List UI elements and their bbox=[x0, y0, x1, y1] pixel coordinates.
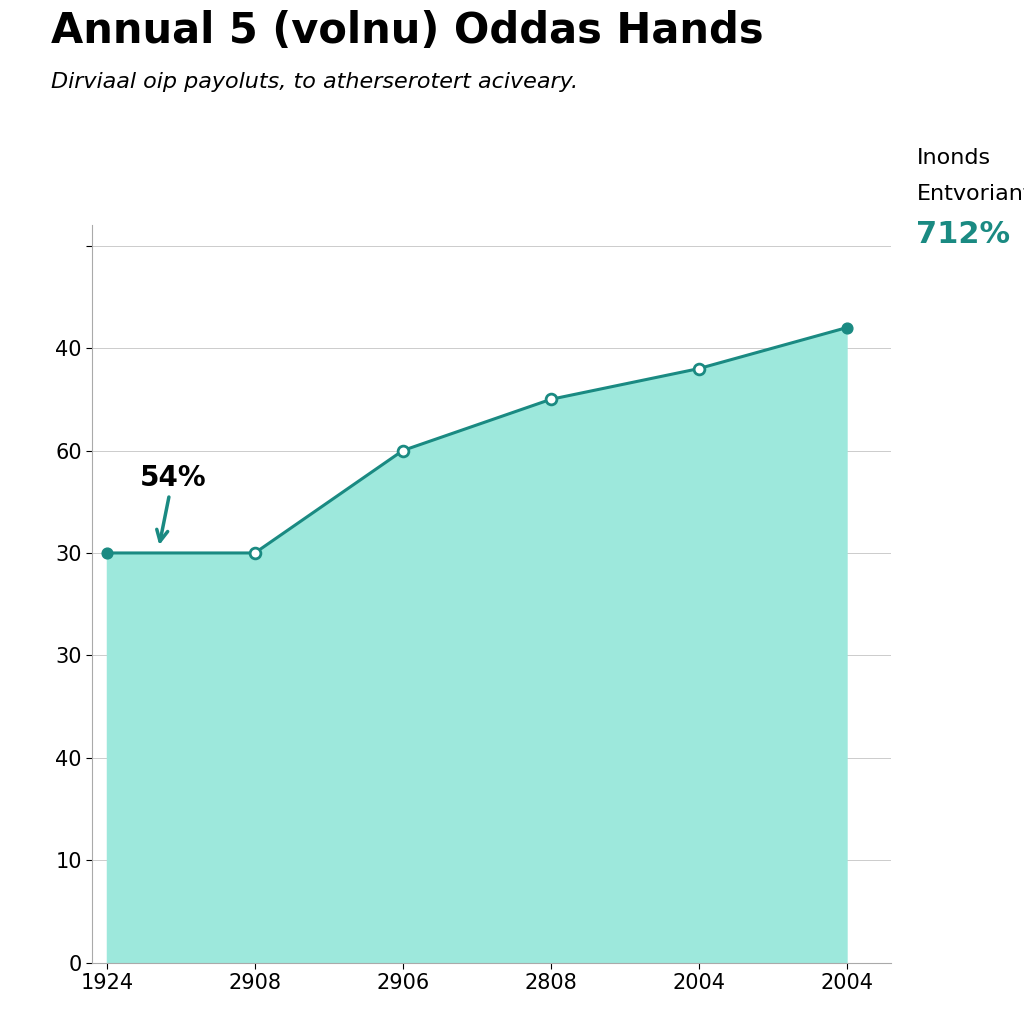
Text: 54%: 54% bbox=[139, 464, 206, 542]
Point bbox=[394, 442, 411, 459]
Text: Dirviaal oip payoluts, to atherserotert aciveary.: Dirviaal oip payoluts, to atherserotert … bbox=[51, 72, 579, 92]
Text: Entvoriantom: Entvoriantom bbox=[916, 184, 1024, 205]
Point bbox=[543, 391, 559, 408]
Point bbox=[247, 545, 263, 561]
Point bbox=[98, 545, 115, 561]
Text: 712%: 712% bbox=[916, 220, 1011, 249]
Point bbox=[839, 319, 855, 336]
Text: Inonds: Inonds bbox=[916, 148, 990, 169]
Text: Annual 5 (volnu) Oddas Hands: Annual 5 (volnu) Oddas Hands bbox=[51, 10, 764, 52]
Point bbox=[690, 360, 707, 377]
